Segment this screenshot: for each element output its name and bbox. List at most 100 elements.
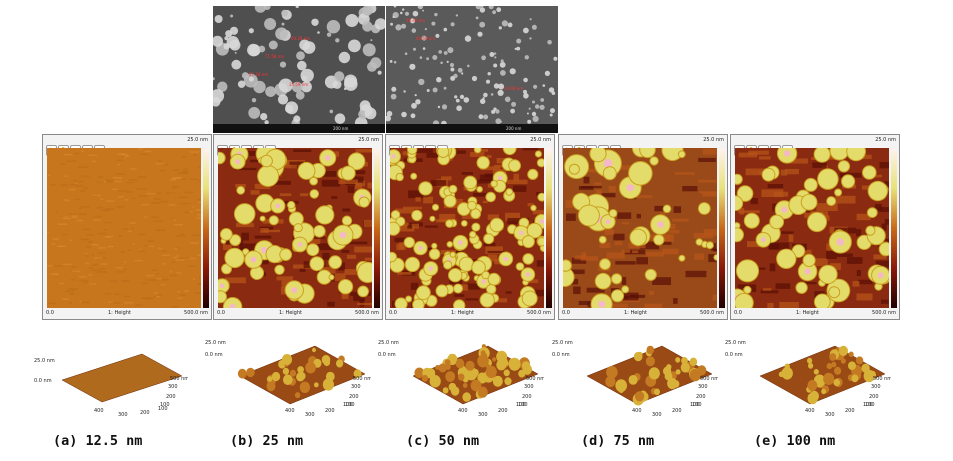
sem-annotation: 23.48 nm	[504, 86, 524, 91]
z-scale-label: 25.0 nm	[187, 137, 208, 143]
z-axis-bottom-label: 0.0 nm	[378, 352, 396, 358]
x-tick-label: 400	[458, 408, 468, 414]
y-tick-label: 300	[168, 384, 178, 390]
sem-annotation: 71.58 nm	[265, 54, 285, 59]
z-scale-label: 25.0 nm	[703, 137, 724, 143]
y-tick-label: 200	[522, 394, 532, 400]
y-tick-label: 500 nm	[700, 376, 718, 382]
afm-footer: 0.0 1: Height 500.0 nm	[217, 308, 379, 318]
sem-image-right: 29.40 nm 40.58 nm 23.48 nm 200 nm	[386, 6, 558, 133]
sem-scale-label: 200 nm	[506, 126, 522, 131]
x-tick-label: 400	[285, 408, 295, 414]
afm-texture	[735, 148, 889, 308]
y-tick-label: 300	[871, 384, 881, 390]
x-max-label: 500.0 nm	[872, 310, 896, 316]
x-min-label: 0.0	[46, 310, 54, 316]
channel-label: 1: Height	[796, 310, 819, 316]
afm-panel: ✎✋⌕+− 25.0 nm 0.0 1: Height 500.0 nm	[558, 134, 728, 320]
surface-3d-view: 25.0 nm 0.0 nm 100 200 300 400 100 200 300 500 nm	[552, 336, 719, 418]
afm-toolbar: ✎✋⌕+−	[389, 137, 449, 156]
afm-height-image	[47, 148, 201, 308]
z-axis-top-label: 25.0 nm	[378, 340, 399, 346]
y-tick-label: 300	[351, 384, 361, 390]
x-max-label: 500.0 nm	[184, 310, 208, 316]
color-scale-bar	[203, 148, 209, 308]
sem-annotation: 35.59 nm	[289, 82, 309, 87]
caption-a: (a) 12.5 nm	[53, 433, 143, 449]
color-scale-bar	[546, 148, 552, 308]
channel-label: 1: Height	[451, 310, 474, 316]
x-min-label: 0.0	[562, 310, 570, 316]
afm-panel: ✎✋⌕+− 25.0 nm 0.0 1: Height 500.0 nm	[730, 134, 900, 320]
afm-toolbar: ✎✋⌕+−	[46, 137, 106, 156]
sem-scale-label: 200 nm	[333, 126, 349, 131]
surface-3d-view: 25.0 nm 0.0 nm 100 200 300 400 100 200 300 500 nm	[725, 336, 892, 418]
x-min-label: 0.0	[389, 310, 397, 316]
x-tick-label: 200	[845, 408, 855, 414]
x-min-label: 0.0	[734, 310, 742, 316]
color-scale-bar	[891, 148, 897, 308]
x-tick-label: 100	[518, 402, 528, 408]
color-scale-bar	[374, 148, 380, 308]
y-tick-label: 100	[160, 402, 170, 408]
sem-annotation: 64.28 nm	[291, 36, 311, 41]
x-tick-label: 300	[652, 412, 662, 418]
afm-footer: 0.0 1: Height 500.0 nm	[734, 308, 896, 318]
x-tick-label: 100	[158, 406, 168, 412]
z-scale-label: 25.0 nm	[875, 137, 896, 143]
x-tick-label: 100	[345, 402, 355, 408]
z-axis-bottom-label: 0.0 nm	[725, 352, 743, 358]
channel-label: 1: Height	[624, 310, 647, 316]
channel-label: 1: Height	[279, 310, 302, 316]
afm-panel: ✎✋⌕+− 25.0 nm 0.0 1: Height 500.0 nm	[213, 134, 383, 320]
afm-footer: 0.0 1: Height 500.0 nm	[389, 308, 551, 318]
afm-texture	[390, 148, 544, 308]
sem-databar: 200 nm	[386, 124, 558, 133]
surface-3d-view: 25.0 nm 0.0 nm 100 200 300 400 100 200 300 500 nm	[22, 336, 189, 418]
sem-left-texture	[213, 6, 385, 133]
y-tick-label: 100	[863, 402, 873, 408]
surface-3d-view: 25.0 nm 0.0 nm 100 200 300 400 100 200 300 500 nm	[378, 336, 545, 418]
caption-b: (b) 25 nm	[230, 433, 304, 449]
z-axis-bottom-label: 0.0 nm	[34, 378, 52, 384]
y-tick-label: 200	[869, 394, 879, 400]
y-tick-label: 500 nm	[873, 376, 891, 382]
y-tick-label: 100	[690, 402, 700, 408]
afm-toolbar: ✎✋⌕+−	[217, 137, 277, 156]
y-tick-label: 200	[696, 394, 706, 400]
x-tick-label: 200	[498, 408, 508, 414]
y-tick-label: 300	[524, 384, 534, 390]
afm-panel: ✎✋⌕+− 25.0 nm 0.0 1: Height 500.0 nm	[42, 134, 212, 320]
x-tick-label: 300	[825, 412, 835, 418]
sem-annotation: 29.40 nm	[406, 18, 426, 23]
afm-height-image	[563, 148, 717, 308]
y-tick-label: 100	[343, 402, 353, 408]
x-max-label: 500.0 nm	[700, 310, 724, 316]
y-tick-label: 200	[349, 394, 359, 400]
caption-e: (e) 100 nm	[754, 433, 836, 449]
sem-image-left: 64.28 nm 71.58 nm 87.18 nm 35.59 nm 200 …	[213, 6, 385, 133]
afm-texture	[47, 148, 201, 308]
z-scale-label: 25.0 nm	[358, 137, 379, 143]
afm-toolbar: ✎✋⌕+−	[562, 137, 622, 156]
afm-height-image	[735, 148, 889, 308]
x-tick-label: 100	[865, 402, 875, 408]
x-max-label: 500.0 nm	[527, 310, 551, 316]
z-axis-top-label: 25.0 nm	[552, 340, 573, 346]
x-tick-label: 400	[632, 408, 642, 414]
x-tick-label: 200	[672, 408, 682, 414]
z-axis-top-label: 25.0 nm	[725, 340, 746, 346]
z-scale-label: 25.0 nm	[530, 137, 551, 143]
y-tick-label: 500 nm	[526, 376, 544, 382]
x-tick-label: 300	[478, 412, 488, 418]
y-tick-label: 300	[698, 384, 708, 390]
afm-height-image	[390, 148, 544, 308]
afm-toolbar: ✎✋⌕+−	[734, 137, 794, 156]
x-min-label: 0.0	[217, 310, 225, 316]
z-axis-bottom-label: 0.0 nm	[205, 352, 223, 358]
afm-texture	[218, 148, 372, 308]
y-tick-label: 500 nm	[170, 376, 188, 382]
afm-height-image	[218, 148, 372, 308]
sem-annotation: 40.58 nm	[416, 36, 436, 41]
sem-annotation: 87.18 nm	[249, 72, 269, 77]
